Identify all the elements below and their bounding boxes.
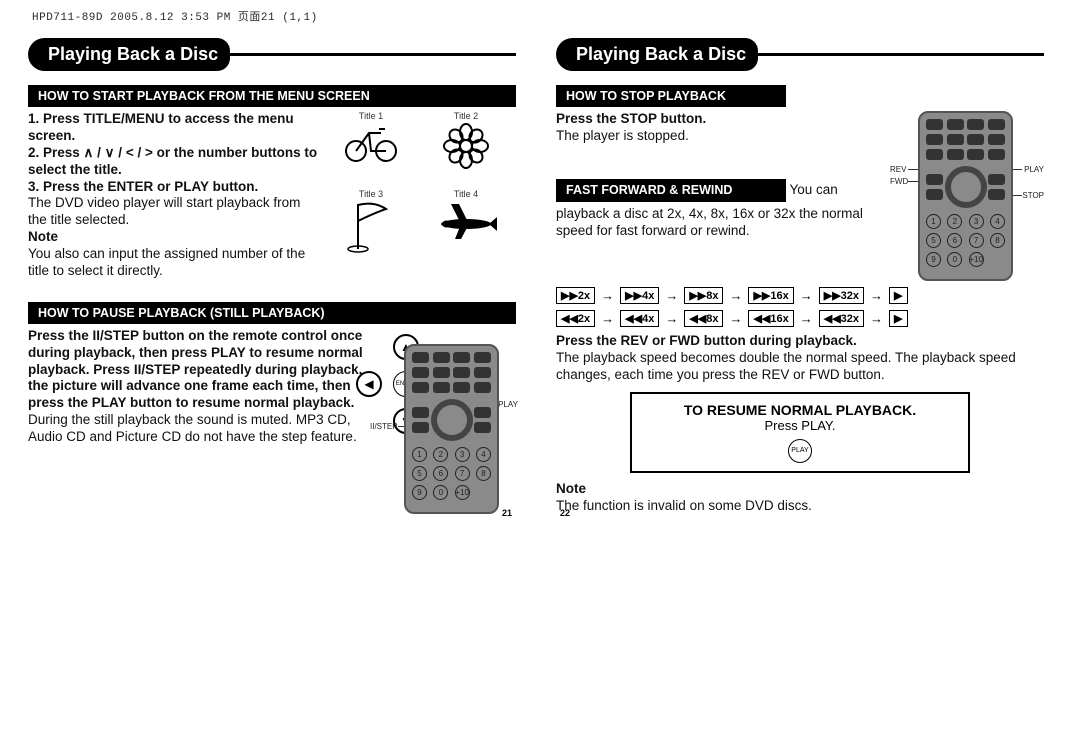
speed-rev-4x: ◀◀4x (620, 310, 659, 327)
stop-text: Press the STOP button. The player is sto… (556, 111, 884, 281)
section-rule-r (754, 53, 1044, 56)
left-arrow-icon: ◀ (356, 371, 382, 397)
stop-body: The player is stopped. (556, 128, 689, 143)
annot-rev: REV (890, 165, 906, 174)
doc-header: HPD711-89D 2005.8.12 3:53 PM 页面21 (1,1) (0, 0, 1080, 32)
section-heading-row-r: Playing Back a Disc (556, 38, 1044, 71)
annot-iistep: II/STEP (370, 422, 398, 431)
speed-fwd-16x: ▶▶16x (748, 287, 793, 304)
page-number-right: 22 (560, 508, 570, 518)
reverse-speed-chain: ◀◀2x → ◀◀4x → ◀◀8x → ◀◀16x → ◀◀32x → ▶ (556, 310, 1044, 327)
note-label-r: Note (556, 481, 586, 496)
arrow-icon: → (800, 311, 813, 326)
page-number-left: 21 (502, 508, 512, 518)
bicycle-icon (341, 121, 401, 163)
stop-section: Press the STOP button. The player is sto… (556, 111, 1044, 281)
bar-how-to-stop: HOW TO STOP PLAYBACK (556, 85, 786, 107)
title-grid-illustration: Title 1 Title 2 Title 3 Title 4 (326, 111, 516, 271)
flag-icon (346, 199, 396, 254)
direction-arrows-icon: ∧ / ∨ / < / > (84, 145, 153, 160)
arrow-icon: → (870, 288, 883, 303)
title-3-label: Title 3 (326, 189, 416, 199)
flower-icon (441, 121, 491, 171)
bar-how-to-start: HOW TO START PLAYBACK FROM THE MENU SCRE… (28, 85, 516, 107)
step-1: 1. Press TITLE/MENU to access the menu s… (28, 111, 294, 143)
resume-sub: Press PLAY. (648, 418, 952, 433)
ff-text-2: Press the REV or FWD button during playb… (556, 333, 1044, 384)
note-label: Note (28, 229, 58, 244)
remote-control-icon: 1234 5678 90+10 (404, 344, 499, 514)
arrow-icon: → (729, 311, 742, 326)
title-cell-1: Title 1 (326, 111, 416, 168)
step2-pre: 2. Press (28, 145, 84, 160)
speed-fwd-4x: ▶▶4x (620, 287, 659, 304)
arrow-icon: → (665, 288, 678, 303)
step-2: 2. Press ∧ / ∨ / < / > or the number but… (28, 145, 317, 177)
remote-control-icon-r: 1234 5678 90+10 (918, 111, 1013, 281)
right-note: Note The function is invalid on some DVD… (556, 481, 1044, 515)
pause-body: During the still playback the sound is m… (28, 412, 357, 444)
speed-fwd-8x: ▶▶8x (684, 287, 723, 304)
step-3-body: The DVD video player will start playback… (28, 195, 300, 227)
pause-section: Press the II/STEP button on the remote c… (28, 328, 516, 514)
speed-play-2: ▶ (889, 310, 907, 327)
left-column: Playing Back a Disc HOW TO START PLAYBAC… (28, 38, 516, 514)
title-4-label: Title 4 (421, 189, 511, 199)
speed-play: ▶ (889, 287, 907, 304)
section-heading-row: Playing Back a Disc (28, 38, 516, 71)
steps-text: 1. Press TITLE/MENU to access the menu s… (28, 111, 318, 280)
remote-illustration-left: II/STEP PLAY 1234 5678 90+10 (386, 328, 516, 514)
arrow-icon: → (729, 288, 742, 303)
arrow-icon: → (601, 311, 614, 326)
section-title: Playing Back a Disc (28, 38, 230, 71)
section-rule (226, 53, 516, 56)
page-columns: Playing Back a Disc HOW TO START PLAYBAC… (0, 32, 1080, 524)
annot-fwd: FWD (890, 177, 908, 186)
stop-bold: Press the STOP button. (556, 111, 706, 126)
note-body: You also can input the assigned number o… (28, 246, 305, 278)
remote-illustration-right: REV FWD PLAY STOP 1234 (894, 111, 1044, 281)
annot-play: PLAY (498, 400, 518, 409)
title-cell-4: Title 4 (421, 189, 511, 249)
title-2-label: Title 2 (421, 111, 511, 121)
speed-fwd-32x: ▶▶32x (819, 287, 864, 304)
annot-play-r: PLAY (1024, 165, 1044, 174)
note-body-r: The function is invalid on some DVD disc… (556, 498, 812, 513)
arrow-icon: → (800, 288, 813, 303)
section-title-r: Playing Back a Disc (556, 38, 758, 71)
play-button-icon: PLAY (788, 439, 812, 463)
ff-bold: Press the REV or FWD button during playb… (556, 333, 857, 348)
title-cell-2: Title 2 (421, 111, 511, 176)
resume-title: TO RESUME NORMAL PLAYBACK. (648, 402, 952, 418)
step-3: 3. Press the ENTER or PLAY button. (28, 179, 258, 194)
forward-speed-chain: ▶▶2x → ▶▶4x → ▶▶8x → ▶▶16x → ▶▶32x → ▶ (556, 287, 1044, 304)
resume-playback-box: TO RESUME NORMAL PLAYBACK. Press PLAY. P… (630, 392, 970, 473)
pause-text: Press the II/STEP button on the remote c… (28, 328, 376, 514)
arrow-icon: → (870, 311, 883, 326)
speed-rev-32x: ◀◀32x (819, 310, 864, 327)
speed-rev-2x: ◀◀2x (556, 310, 595, 327)
title-cell-3: Title 3 (326, 189, 416, 259)
speed-rev-16x: ◀◀16x (748, 310, 793, 327)
bar-ff-rewind: FAST FORWARD & REWIND (556, 179, 786, 203)
title-1-label: Title 1 (326, 111, 416, 121)
pause-instructions: Press the II/STEP button on the remote c… (28, 328, 363, 411)
ff-body-2: The playback speed becomes double the no… (556, 350, 1016, 382)
speed-rev-8x: ◀◀8x (684, 310, 723, 327)
speed-fwd-2x: ▶▶2x (556, 287, 595, 304)
right-column: Playing Back a Disc HOW TO STOP PLAYBACK… (556, 38, 1044, 514)
steps-with-illustration: 1. Press TITLE/MENU to access the menu s… (28, 111, 516, 280)
arrow-icon: → (601, 288, 614, 303)
bar-how-to-pause: HOW TO PAUSE PLAYBACK (STILL PLAYBACK) (28, 302, 516, 324)
annot-stop: STOP (1022, 191, 1044, 200)
airplane-icon (431, 199, 501, 244)
arrow-icon: → (665, 311, 678, 326)
